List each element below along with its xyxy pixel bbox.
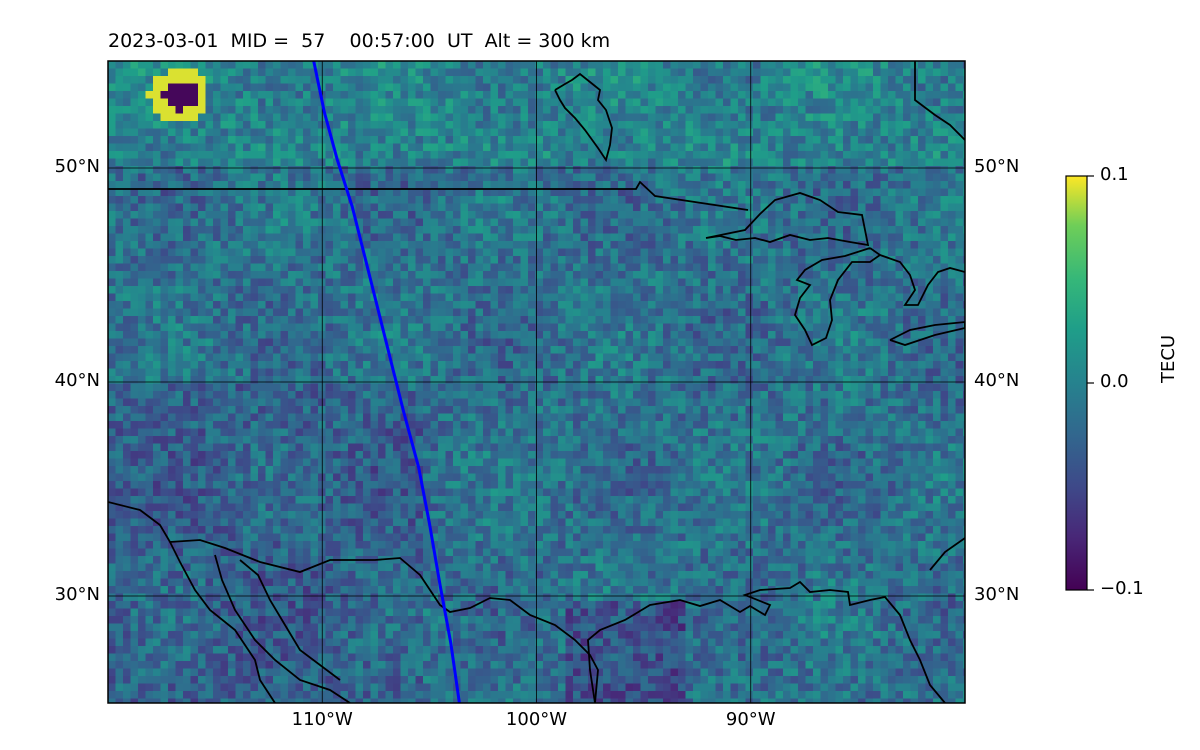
satellite-track xyxy=(312,61,461,703)
gridlines xyxy=(108,61,965,703)
mexico-state-border xyxy=(239,559,341,681)
lon-tick-label: 90°W xyxy=(725,709,776,730)
lat-tick-label-left: 40°N xyxy=(54,370,100,391)
lat-tick-label-right: 50°N xyxy=(974,156,1020,177)
gulf-california-coast xyxy=(214,554,351,703)
us-canada-border xyxy=(108,180,749,211)
colorbar-max-label: 0.1 xyxy=(1100,164,1129,185)
florida-east-coast xyxy=(929,537,965,571)
baja-peninsula xyxy=(169,541,276,703)
coastlines-borders xyxy=(108,61,965,703)
lake-michigan xyxy=(794,247,882,347)
lake-superior xyxy=(705,192,870,247)
tec-heatmap xyxy=(108,61,965,703)
island-north xyxy=(554,72,613,163)
lat-tick-label-right: 30°N xyxy=(974,584,1020,605)
lake-erie xyxy=(889,321,965,346)
satellite-track-line xyxy=(312,61,461,703)
colorbar-title: TECU xyxy=(1158,334,1179,383)
hudson-bay-coast xyxy=(914,61,965,141)
colorbar xyxy=(1065,175,1088,591)
us-mexico-border xyxy=(108,501,599,703)
gulf-coast xyxy=(587,580,946,703)
lon-tick-label: 100°W xyxy=(505,709,568,730)
lat-tick-label-right: 40°N xyxy=(974,370,1020,391)
lat-tick-label-left: 50°N xyxy=(54,156,100,177)
plot-title: 2023-03-01 MID = 57 00:57:00 UT Alt = 30… xyxy=(108,30,611,52)
map-frame xyxy=(107,60,966,704)
lat-tick-label-left: 30°N xyxy=(54,584,100,605)
colorbar-min-label: −0.1 xyxy=(1100,578,1144,599)
colorbar-mid-label: 0.0 xyxy=(1100,371,1129,392)
lake-huron xyxy=(879,254,965,306)
lon-tick-label: 110°W xyxy=(291,709,353,730)
